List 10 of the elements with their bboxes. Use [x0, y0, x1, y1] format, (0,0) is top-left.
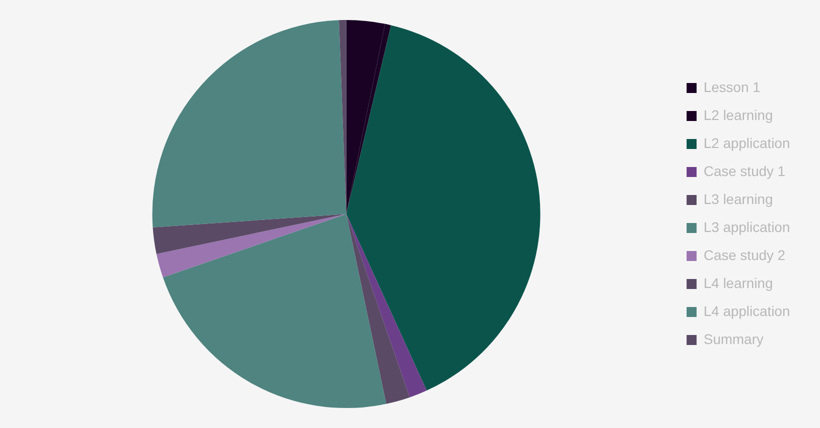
legend-label: L3 application	[704, 218, 790, 235]
legend-label: L3 learning	[704, 190, 773, 207]
legend-label: Case study 1	[704, 162, 786, 179]
legend-label: L4 application	[704, 302, 790, 319]
legend-label: L2 application	[704, 134, 790, 151]
legend-label: L2 learning	[704, 106, 773, 123]
legend-label: Lesson 1	[704, 78, 761, 95]
legend-label: Summary	[704, 330, 764, 347]
legend-label: L4 learning	[704, 274, 773, 291]
legend-label: Case study 2	[704, 246, 786, 263]
